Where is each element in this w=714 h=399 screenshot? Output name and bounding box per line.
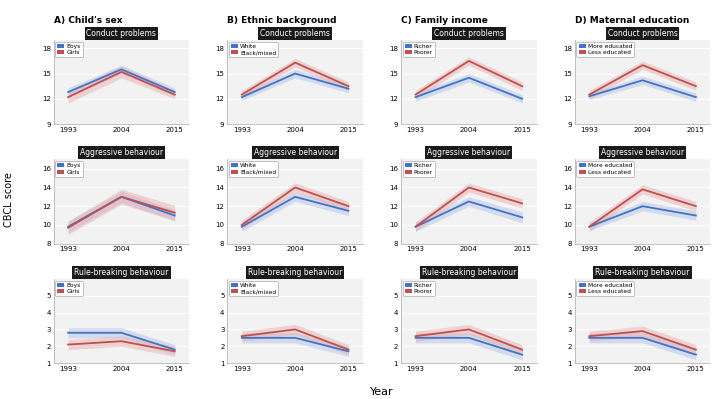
Legend: White, Black/mixed: White, Black/mixed	[229, 280, 278, 296]
Title: Conduct problems: Conduct problems	[260, 29, 330, 38]
Title: Aggressive behaviour: Aggressive behaviour	[253, 148, 337, 157]
Text: CBCL score: CBCL score	[4, 172, 14, 227]
Legend: More educated, Less educated: More educated, Less educated	[576, 161, 634, 177]
Legend: Richer, Poorer: Richer, Poorer	[403, 280, 435, 296]
Legend: Richer, Poorer: Richer, Poorer	[403, 41, 435, 57]
Legend: Boys, Girls: Boys, Girls	[55, 280, 83, 296]
Text: B) Ethnic background: B) Ethnic background	[227, 16, 337, 25]
Legend: White, Black/mixed: White, Black/mixed	[229, 41, 278, 57]
Text: A) Child's sex: A) Child's sex	[54, 16, 122, 25]
Legend: Boys, Girls: Boys, Girls	[55, 161, 83, 177]
Title: Rule-breaking behaviour: Rule-breaking behaviour	[422, 268, 516, 277]
Title: Rule-breaking behaviour: Rule-breaking behaviour	[595, 268, 690, 277]
Title: Rule-breaking behaviour: Rule-breaking behaviour	[248, 268, 342, 277]
Legend: Richer, Poorer: Richer, Poorer	[403, 161, 435, 177]
Legend: More educated, Less educated: More educated, Less educated	[576, 280, 634, 296]
Text: C) Family income: C) Family income	[401, 16, 488, 25]
Title: Rule-breaking behaviour: Rule-breaking behaviour	[74, 268, 169, 277]
Legend: Boys, Girls: Boys, Girls	[55, 41, 83, 57]
Text: D) Maternal education: D) Maternal education	[575, 16, 689, 25]
Text: Year: Year	[370, 387, 394, 397]
Title: Aggressive behaviour: Aggressive behaviour	[80, 148, 163, 157]
Title: Conduct problems: Conduct problems	[608, 29, 678, 38]
Title: Conduct problems: Conduct problems	[434, 29, 504, 38]
Legend: White, Black/mixed: White, Black/mixed	[229, 161, 278, 177]
Title: Aggressive behaviour: Aggressive behaviour	[427, 148, 511, 157]
Legend: More educated, Less educated: More educated, Less educated	[576, 41, 634, 57]
Title: Aggressive behaviour: Aggressive behaviour	[601, 148, 684, 157]
Title: Conduct problems: Conduct problems	[86, 29, 156, 38]
